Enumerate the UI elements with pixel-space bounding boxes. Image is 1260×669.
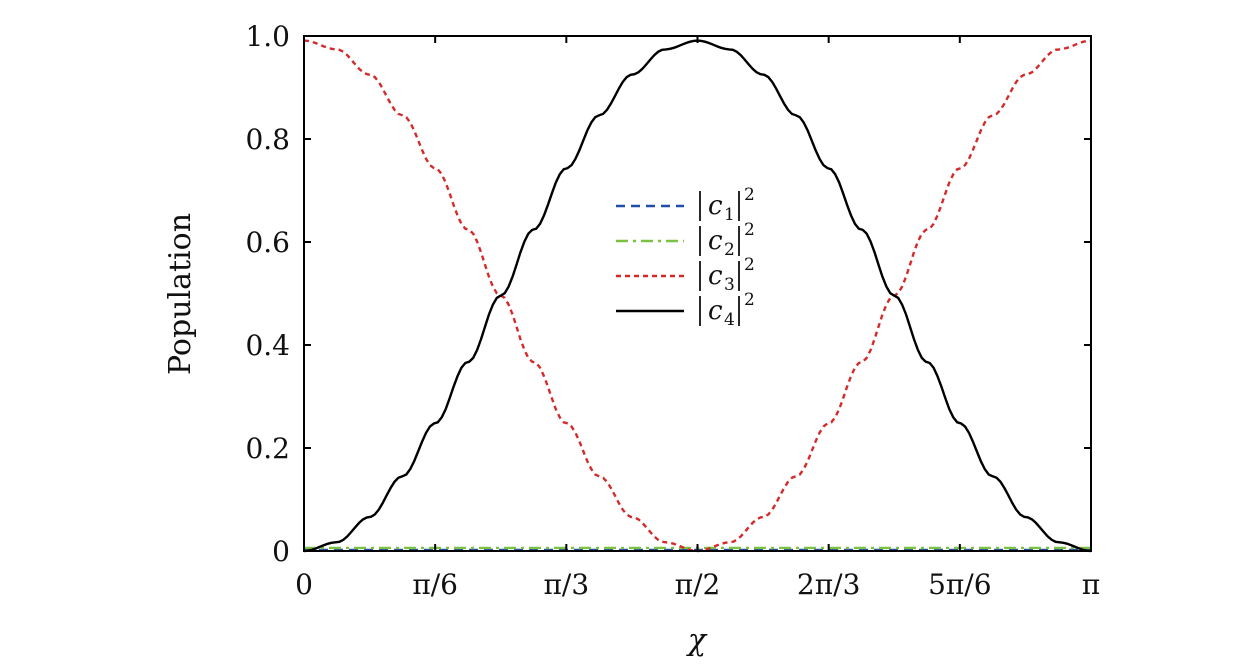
legend-subscript: 4 (724, 310, 735, 330)
y-tick-label: 0 (272, 535, 290, 568)
plot-frame (303, 35, 1092, 552)
legend-subscript: 3 (724, 275, 735, 295)
y-tick-label: 0.6 (245, 226, 290, 259)
y-tick-label: 1.0 (245, 20, 290, 53)
legend-label: c (708, 226, 723, 256)
x-axis-title: χ (686, 623, 708, 658)
legend-subscript: 1 (724, 205, 735, 225)
x-tick-label: 5π/6 (928, 568, 991, 601)
x-tick-label: π (1082, 568, 1100, 601)
y-tick-label: 0.8 (245, 123, 290, 156)
y-tick-label: 0.4 (245, 329, 290, 362)
legend-superscript: 2 (744, 255, 755, 275)
series-line-3 (303, 39, 1092, 553)
plot-series-group (303, 39, 1092, 553)
y-tick-label: 0.2 (245, 432, 290, 465)
x-tick-label: π/2 (675, 568, 721, 601)
x-tick-label: 2π/3 (797, 568, 860, 601)
x-tick-label: π/6 (412, 568, 458, 601)
series-line-4 (303, 39, 1092, 553)
x-tick-label: 0 (295, 568, 313, 601)
axes-group: 0 π/6 π/3 π/2 2π/3 5π/6 π 0 0.2 0.4 0.6 0.8 1.0 (245, 20, 1100, 601)
legend-superscript: 2 (744, 220, 755, 240)
legend-label: c (708, 296, 723, 326)
x-tick-label: π/3 (544, 568, 590, 601)
y-axis-title: Population (163, 213, 198, 375)
legend-superscript: 2 (744, 185, 755, 205)
legend-label: c (708, 261, 723, 291)
legend-superscript: 2 (744, 290, 755, 310)
legend: c 12c 22c 32c 42 (616, 185, 755, 330)
legend-label: c (708, 191, 723, 221)
legend-subscript: 2 (724, 240, 735, 260)
